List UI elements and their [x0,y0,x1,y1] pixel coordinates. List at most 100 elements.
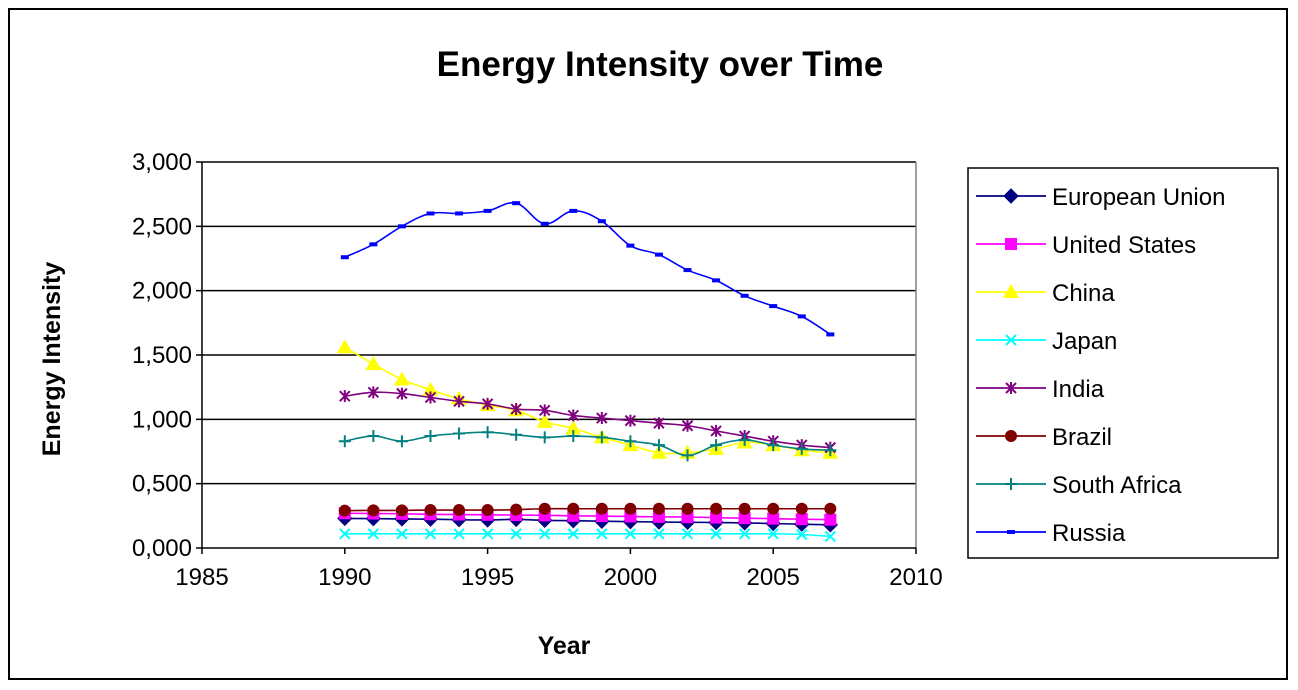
x-tick-label: 1985 [175,564,228,591]
legend-item-india: India [976,376,1105,403]
data-point-south-africa [453,427,466,440]
data-point-south-africa [710,439,723,452]
data-point-china [565,420,582,435]
data-point-russia [455,211,464,216]
data-point-japan [481,528,494,540]
series-brazil [338,502,837,517]
legend-marker [1003,284,1019,298]
data-point-india [481,397,494,410]
data-point-south-africa [424,430,437,443]
legend-marker [1005,334,1017,346]
data-point-brazil [824,502,837,515]
data-point-russia [712,278,721,283]
data-point-south-africa [595,431,608,444]
data-point-japan [824,530,837,543]
y-tick-label: 2,500 [132,213,192,240]
x-axis-title: Year [538,632,591,660]
data-point-russia [597,219,606,224]
data-point-south-africa [681,449,694,462]
data-point-russia [626,243,635,248]
data-point-japan [567,528,579,540]
data-point-japan [681,528,694,540]
data-point-india [367,386,380,399]
data-point-japan [367,528,380,540]
x-tick-label: 2005 [747,564,800,591]
legend-item-european-union: European Union [976,184,1225,211]
data-point-south-africa [395,435,408,448]
x-tick-label: 2010 [889,564,942,591]
legend-label: United States [1052,232,1196,259]
data-point-india [424,391,437,404]
x-tick-label: 1995 [461,564,514,591]
data-point-russia [369,242,378,247]
data-point-japan [396,528,408,540]
data-point-south-africa [767,439,780,452]
data-point-brazil [395,504,408,517]
series-line-brazil [344,507,831,512]
data-point-india [396,387,408,400]
y-tick-label: 0,000 [132,535,192,562]
data-point-brazil [481,504,494,517]
chart-canvas: Energy Intensity over Time 0,000 0,500 1,0… [38,45,1279,660]
data-point-russia [654,252,663,257]
data-point-india [539,404,551,417]
data-point-india [596,412,608,425]
y-tick-label: 2,000 [132,278,192,305]
legend-box [967,167,1279,559]
data-point-south-africa [510,428,523,441]
data-point-india [624,414,637,427]
y-axis-title: Energy Intensity [38,262,66,457]
data-point-russia [740,293,749,298]
legend-item-united-states: United States [976,232,1196,259]
legend-marker [1005,478,1017,490]
data-point-japan [339,528,351,540]
data-point-china [650,444,667,459]
data-point-south-africa [481,426,494,439]
data-point-japan [539,528,551,540]
data-point-japan [510,528,522,540]
data-point-south-africa [624,435,637,448]
data-point-south-africa [367,430,380,443]
data-point-brazil [424,504,437,517]
data-point-brazil [624,502,637,515]
data-point-japan [624,528,637,540]
legend-marker [1003,188,1019,204]
data-point-united-states [795,513,808,526]
x-tick-label: 2000 [604,564,657,591]
data-point-india [681,419,694,432]
data-point-russia [483,208,492,213]
data-point-brazil [367,504,380,517]
data-point-south-africa [824,444,837,457]
data-point-russia [397,224,406,229]
data-point-india [510,403,522,416]
legend-label: Russia [1052,520,1126,547]
data-point-brazil [710,502,723,515]
data-point-japan [738,528,751,540]
data-point-japan [710,528,722,540]
data-point-india [710,424,722,437]
legend-label: European Union [1052,184,1225,211]
legend-marker [1005,382,1017,394]
series-line-india [344,391,831,449]
legend-label: Brazil [1052,424,1112,451]
legend-item-south-africa: South Africa [976,472,1182,499]
data-point-brazil [453,504,466,517]
series-line-russia [344,201,831,336]
legend-marker [1005,238,1017,250]
data-point-russia [569,208,578,213]
legend-label: China [1052,280,1115,307]
data-point-russia [540,221,549,226]
series-china [336,339,839,459]
data-point-brazil [738,502,751,515]
data-point-united-states [710,511,723,524]
data-point-south-africa [795,442,808,455]
series-south-africa [338,426,837,462]
legend-item-japan: Japan [976,328,1117,355]
data-point-india [653,417,665,430]
data-point-japan [796,528,808,541]
legend: European Union United States China Japan Ind… [967,167,1279,559]
legend-marker [1007,530,1015,534]
data-point-india [453,395,465,408]
data-point-china [393,371,410,386]
data-point-south-africa [538,431,551,444]
